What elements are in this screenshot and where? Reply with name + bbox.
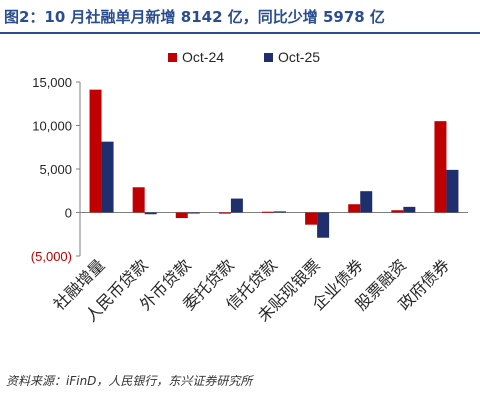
bar-oct-24-4 bbox=[262, 211, 274, 213]
bar-chart: 15,00010,0005,0000(5,000)社融增量人民币贷款外币贷款委托… bbox=[31, 49, 468, 325]
bar-oct-25-0 bbox=[101, 141, 114, 213]
bar-oct-24-0 bbox=[89, 89, 102, 213]
chart-title: 图2：10 月社融单月新增 8142 亿，同比少增 5978 亿 bbox=[4, 8, 385, 26]
bar-oct-25-7 bbox=[403, 206, 416, 213]
legend-label-oct-24: Oct-24 bbox=[182, 49, 224, 65]
bar-oct-24-3 bbox=[218, 212, 231, 214]
bar-oct-25-4 bbox=[274, 211, 286, 213]
bar-oct-24-7 bbox=[391, 210, 404, 213]
y-tick-label: 10,000 bbox=[32, 119, 72, 134]
bar-oct-25-1 bbox=[144, 212, 157, 215]
legend-swatch-oct-25 bbox=[264, 53, 273, 62]
legend-swatch-oct-24 bbox=[168, 53, 177, 62]
bar-oct-24-5 bbox=[305, 212, 318, 225]
bar-oct-24-6 bbox=[348, 204, 361, 213]
bar-oct-25-3 bbox=[230, 198, 243, 213]
y-tick-label: 0 bbox=[65, 206, 72, 221]
bar-oct-24-2 bbox=[175, 212, 188, 219]
legend-label-oct-25: Oct-25 bbox=[278, 49, 320, 65]
y-tick-label: 15,000 bbox=[32, 75, 72, 90]
bar-oct-25-6 bbox=[360, 191, 373, 213]
source-note: 资料来源：iFinD，人民银行，东兴证券研究所 bbox=[6, 374, 253, 388]
y-tick-label: 5,000 bbox=[39, 162, 72, 177]
bar-oct-25-8 bbox=[446, 169, 459, 213]
bar-oct-25-2 bbox=[187, 212, 200, 214]
title-underline bbox=[0, 32, 480, 34]
y-tick-label: (5,000) bbox=[31, 249, 72, 264]
bar-oct-24-1 bbox=[132, 187, 145, 213]
bar-oct-25-5 bbox=[317, 212, 330, 238]
bar-oct-24-8 bbox=[434, 121, 447, 213]
